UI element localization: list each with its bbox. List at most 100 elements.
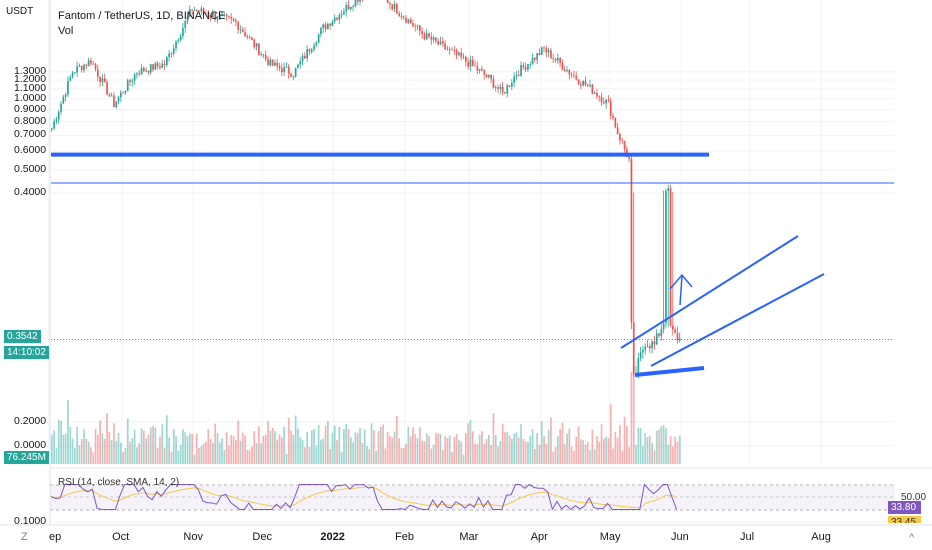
candle-body [678,338,681,341]
candle-body [205,12,207,14]
volume-bar [536,433,538,464]
candle-body [665,191,667,324]
volume-bar [632,362,635,464]
candle-body [246,36,249,38]
volume-bar [554,446,557,464]
time-tick-label: Dec [252,531,272,543]
volume-bar [140,428,143,464]
candle-body [619,133,621,141]
candle-body [218,15,221,19]
volume-bar [559,429,561,464]
candle-body [244,32,246,37]
candle-body [99,76,101,83]
volume-bar [350,437,352,464]
volume-bar [644,433,647,464]
candle-body [607,99,610,101]
candle-body [476,66,479,71]
candle-body [446,49,449,50]
volume-bar [414,434,417,464]
volume-bar [136,447,138,464]
timezone-logo-icon[interactable]: Z [21,531,28,543]
symbol-title[interactable]: Fantom / TetherUS, 1D, BINANCE [58,10,226,22]
candle-body [614,117,617,128]
volume-bar [315,445,318,464]
candle-body [596,92,598,97]
volume-bar [499,441,502,464]
volume-bar [87,441,90,464]
price-tick-label: 1.2000 [14,72,47,85]
candle-body [672,325,674,330]
candle-body [51,128,53,130]
candle-body [667,188,670,192]
candle-body [582,80,584,86]
candle-body [386,0,389,4]
candle-body [189,9,191,17]
candle-body [340,14,343,15]
candle-body [106,82,108,95]
volume-bar [122,451,124,464]
volume-bar [501,423,504,464]
volume-bar [678,435,681,464]
candle-body [600,96,603,103]
candle-body [101,78,104,83]
candle-body [55,119,58,122]
candle-body [237,22,239,30]
candle-body [94,64,97,70]
volume-bar [340,451,343,464]
volume-bar [437,433,440,464]
candle-body [156,63,159,67]
volume-bar [170,451,173,464]
candle-body [419,25,421,31]
arrow-head-icon[interactable] [669,273,693,290]
volume-bar [255,442,258,464]
volume-bar [485,439,488,464]
volume-bar [635,444,637,464]
candle-body [264,55,267,60]
volume-bar [175,436,177,464]
drawings[interactable] [51,152,894,377]
candle-body [212,13,214,18]
volume-bar [660,426,663,464]
arrow-shaft[interactable] [679,275,683,306]
scroll-up-arrow-icon[interactable]: ^ [909,532,915,544]
candle-body [621,140,624,142]
last-price-pill: 0.3542 [4,330,41,343]
volume-bar [246,449,249,464]
candle-body [338,14,341,20]
volume-bar [474,443,476,464]
price-tick-label: 0.9000 [14,102,47,115]
candle-body [644,346,647,350]
volume-bar [439,433,442,464]
volume-bar [94,428,97,464]
volume-bar [80,439,83,464]
volume-bar [152,426,154,464]
candle-body [425,33,428,40]
candle-body [499,86,502,89]
volume-bar [212,442,214,464]
candle-body [504,92,506,94]
volume-bar [402,447,405,464]
channel-upper-trendline[interactable] [620,235,799,349]
volume-bar [547,429,550,464]
rsi-label[interactable]: RSI (14, close, SMA, 14, 2) [58,477,180,488]
volume-bar [416,438,419,464]
candle-body [566,70,568,72]
candle-body [133,74,136,81]
volume-bar [432,444,435,464]
candle-body [230,17,233,19]
time-tick-label: Jun [671,531,689,543]
candle-body [568,70,571,75]
candle-body [517,75,520,76]
candle-body [423,34,426,40]
volume-bar [582,440,584,464]
volume-bar [283,426,285,464]
support-segment[interactable] [634,366,705,377]
volume-bar [586,442,589,464]
volume-bar [593,449,596,464]
candle-body [609,100,612,116]
candle-body [407,19,410,23]
channel-lower-trendline[interactable] [650,273,825,367]
candle-body [310,49,313,52]
volume-bar [338,426,341,464]
